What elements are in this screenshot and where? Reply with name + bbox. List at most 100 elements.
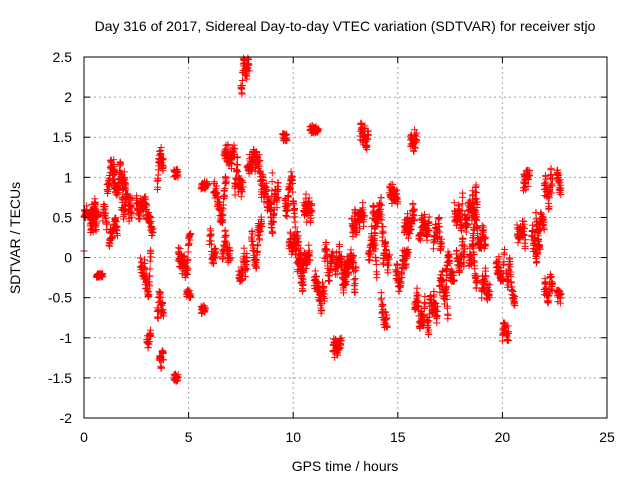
data-point [186, 236, 194, 244]
data-point [233, 160, 241, 168]
data-point [184, 248, 192, 256]
data-point [128, 213, 136, 221]
data-point [120, 168, 128, 176]
data-point [222, 177, 230, 185]
data-point [181, 254, 189, 262]
data-point [214, 193, 222, 201]
data-point [146, 265, 154, 273]
y-tick-label: 2 [64, 89, 72, 105]
data-point [203, 180, 211, 188]
data-point [141, 259, 149, 267]
data-point [157, 293, 165, 301]
data-point [226, 246, 234, 254]
data-point [231, 191, 239, 199]
data-point [146, 272, 154, 280]
data-point [238, 90, 246, 98]
data-point [145, 209, 153, 217]
x-tick-label: 25 [599, 429, 615, 445]
data-point [113, 223, 121, 231]
data-point [154, 166, 162, 174]
data-point [92, 201, 100, 209]
x-tick-label: 20 [495, 429, 511, 445]
data-point [136, 254, 144, 262]
data-point [231, 145, 239, 153]
data-point [234, 167, 242, 175]
grid-lines [84, 57, 607, 418]
data-point [145, 291, 153, 299]
data-point [219, 201, 227, 209]
data-point [143, 202, 151, 210]
data-point [187, 292, 195, 300]
x-tick-label: 15 [390, 429, 406, 445]
data-point [157, 143, 165, 151]
chart-title: Day 316 of 2017, Sidereal Day-to-day VTE… [95, 18, 596, 34]
data-point [238, 188, 246, 196]
data-point [141, 266, 149, 274]
data-point [126, 195, 134, 203]
data-points [80, 54, 565, 386]
data-point [212, 248, 220, 256]
y-axis-label: SDTVAR / TECUs [7, 182, 23, 294]
data-point [226, 254, 234, 262]
data-point [136, 215, 144, 223]
data-point [147, 332, 155, 340]
x-tick-label: 0 [80, 429, 88, 445]
data-point [122, 181, 130, 189]
data-point [221, 193, 229, 201]
data-point [159, 162, 167, 170]
data-point [117, 159, 125, 167]
data-point [149, 224, 157, 232]
data-point [233, 167, 241, 175]
y-tick-label: 0.5 [53, 209, 73, 225]
data-point [113, 232, 121, 240]
y-tick-label: 1.5 [53, 129, 73, 145]
data-point [174, 371, 182, 379]
data-point [184, 255, 192, 263]
data-point [238, 77, 246, 85]
data-point [103, 220, 111, 228]
data-point [239, 183, 247, 191]
x-tick-label: 5 [185, 429, 193, 445]
data-point [228, 159, 236, 167]
data-point [216, 198, 224, 206]
data-point [146, 213, 154, 221]
data-point [159, 156, 167, 164]
data-point [93, 218, 101, 226]
y-tick-label: -1 [60, 330, 73, 346]
data-point [159, 312, 167, 320]
data-point [184, 265, 192, 273]
y-tick-label: -2 [60, 410, 73, 426]
data-point [159, 356, 167, 364]
data-point [157, 363, 165, 371]
data-point [185, 239, 193, 247]
data-point [176, 245, 184, 253]
x-axis-label: GPS time / hours [292, 458, 399, 474]
data-point [111, 170, 119, 178]
data-point [224, 142, 232, 150]
x-tick-label: 10 [285, 429, 301, 445]
data-point [182, 270, 190, 278]
data-point [237, 193, 245, 201]
data-point [243, 258, 251, 266]
data-point [210, 260, 218, 268]
data-point [243, 250, 251, 258]
data-point [207, 230, 215, 238]
data-point [139, 264, 147, 272]
data-point [233, 153, 241, 161]
data-point [174, 173, 182, 181]
data-point [222, 232, 230, 240]
data-point [95, 208, 103, 216]
data-point [112, 214, 120, 222]
data-point [234, 161, 242, 169]
data-point [243, 265, 251, 273]
y-tick-label: 2.5 [53, 49, 73, 65]
data-point [207, 240, 215, 248]
data-point [90, 211, 98, 219]
data-point [219, 211, 227, 219]
y-tick-label: -1.5 [48, 370, 72, 386]
data-point [99, 272, 107, 280]
data-point [154, 183, 162, 191]
y-tick-label: 1 [64, 169, 72, 185]
